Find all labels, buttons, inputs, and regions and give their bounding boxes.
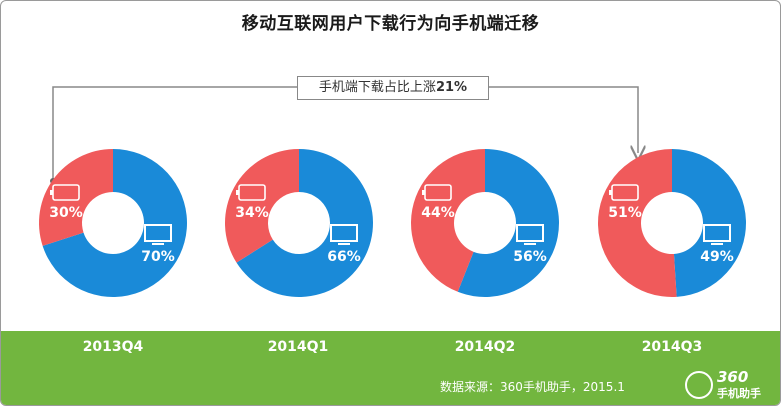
arrow-line-left: [52, 86, 297, 179]
mobile-value-label: 30%: [49, 205, 83, 221]
category-label: 2013Q4: [82, 339, 144, 355]
logo-number: 360: [717, 368, 749, 386]
pc-slice: [457, 149, 559, 297]
pc-value-label: 49%: [700, 249, 734, 265]
mobile-value-label: 51%: [608, 205, 642, 221]
pc-value-label: 66%: [327, 249, 361, 265]
category-band: [1, 331, 780, 405]
phone-icon-button: [236, 190, 239, 195]
monitor-icon: [144, 224, 172, 245]
mobile-value-label: 44%: [421, 205, 455, 221]
pc-slice: [672, 149, 747, 297]
pc-slice: [236, 149, 373, 297]
phone-icon: [422, 184, 452, 201]
annotation-callout: 手机端下载占比上涨21%: [297, 76, 489, 100]
mobile-value-label: 34%: [235, 205, 269, 221]
360-logo: 360 手机助手: [685, 367, 775, 401]
category-label: 2014Q1: [267, 339, 329, 355]
monitor-icon: [516, 224, 544, 245]
logo-circle-icon: [685, 371, 713, 399]
phone-icon-button: [422, 190, 425, 195]
phone-icon: [609, 184, 639, 201]
mobile-slice: [598, 149, 677, 297]
donut-group: 30% 70% 34% 66% 44% 56% 51% 49%: [38, 149, 747, 297]
phone-icon-button: [609, 190, 612, 195]
category-label: 2014Q3: [641, 339, 703, 355]
monitor-icon-stand: [711, 243, 723, 245]
phone-icon: [50, 184, 80, 201]
annotation-text: 手机端下载占比上涨: [318, 80, 436, 95]
logo-text: 手机助手: [717, 387, 761, 400]
source-note: 数据来源：360手机助手，2015.1: [440, 380, 625, 394]
monitor-icon: [703, 224, 731, 245]
pc-slice: [42, 149, 187, 297]
pc-value-label: 70%: [141, 249, 175, 265]
category-label: 2014Q2: [454, 339, 516, 355]
annotation-value: 21%: [435, 80, 468, 95]
mobile-slice: [225, 149, 299, 263]
monitor-icon-screen: [144, 224, 172, 242]
chart-title: 移动互联网用户下载行为向手机端迁移: [241, 14, 540, 34]
monitor-icon: [330, 224, 358, 245]
monitor-icon-screen: [703, 224, 731, 242]
monitor-icon-screen: [516, 224, 544, 242]
phone-icon-button: [50, 190, 53, 195]
pc-value-label: 56%: [513, 249, 547, 265]
mobile-slice: [38, 149, 113, 246]
monitor-icon-stand: [338, 243, 350, 245]
phone-icon: [236, 184, 266, 201]
monitor-icon-screen: [330, 224, 358, 242]
monitor-icon-stand: [152, 243, 164, 245]
monitor-icon-stand: [524, 243, 536, 245]
chart-canvas: 30% 70% 34% 66% 44% 56% 51% 49%: [38, 86, 747, 297]
arrow-line-right: [488, 86, 638, 153]
